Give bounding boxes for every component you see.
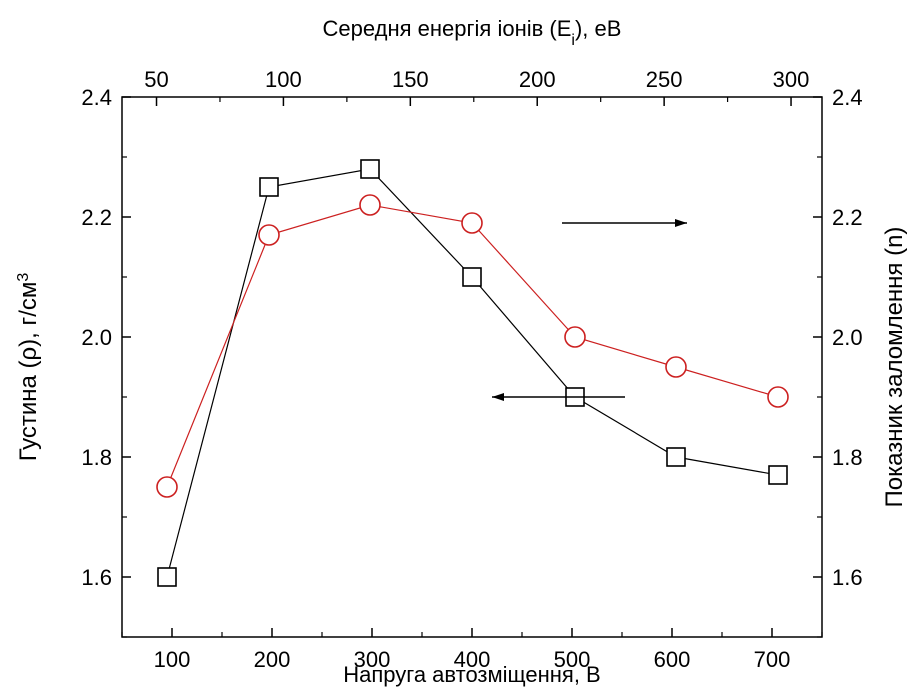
x-tick-label-top: 300 [773, 67, 810, 92]
y-tick-label-left: 1.6 [81, 565, 112, 590]
data-point-square [157, 567, 177, 587]
data-point-circle [461, 212, 483, 234]
data-point-circle [564, 326, 586, 348]
x-tick-label-bottom: 700 [754, 647, 791, 672]
y-tick-label-right: 1.8 [832, 445, 863, 470]
data-point-square [666, 447, 686, 467]
data-point-circle [359, 194, 381, 216]
data-point-circle [156, 476, 178, 498]
x-axis-title-top: Середня енергія іонів (Ei), еВ [323, 16, 622, 49]
x-tick-label-top: 250 [646, 67, 683, 92]
x-tick-label-top: 50 [144, 67, 168, 92]
data-point-circle [258, 224, 280, 246]
y-axis-title-left-prefix: Густина (ρ), г/см [15, 282, 42, 462]
arrow-head-right [675, 219, 687, 227]
y-tick-label-left: 2.0 [81, 325, 112, 350]
data-point-square [360, 159, 380, 179]
x-axis-title-bottom: Напруга автозміщення, В [343, 662, 600, 687]
data-point-square [259, 177, 279, 197]
data-point-circle [767, 386, 789, 408]
x-tick-label-bottom: 500 [554, 647, 591, 672]
y-tick-label-right: 2.4 [832, 85, 863, 110]
series-line-2 [166, 204, 779, 488]
x-tick-label-bottom: 400 [454, 647, 491, 672]
x-tick-label-top: 200 [519, 67, 556, 92]
x-axis-title-top-suffix: ), еВ [575, 16, 621, 41]
data-point-circle [665, 356, 687, 378]
y-tick-label-right: 1.6 [832, 565, 863, 590]
data-point-square [462, 267, 482, 287]
x-axis-title-top-prefix: Середня енергія іонів (E [323, 16, 572, 41]
data-point-square [768, 465, 788, 485]
x-tick-label-top: 150 [392, 67, 429, 92]
arrow-head-left [492, 393, 504, 401]
series-layer [156, 159, 789, 587]
y-axis-title-left: Густина (ρ), г/см3 [15, 273, 43, 462]
y-tick-label-right: 2.0 [832, 325, 863, 350]
y-tick-label-left: 2.4 [81, 85, 112, 110]
y-axis-title-right: Показник заломлення (n) [881, 227, 908, 508]
x-tick-label-bottom: 300 [354, 647, 391, 672]
x-axis-title-top-sub: i [571, 32, 575, 49]
y-tick-label-left: 2.2 [81, 205, 112, 230]
y-tick-label-left: 1.8 [81, 445, 112, 470]
x-tick-label-bottom: 100 [154, 647, 191, 672]
x-tick-label-bottom: 200 [254, 647, 291, 672]
y-axis-title-left-sup: 3 [15, 273, 32, 282]
plot-frame [121, 96, 823, 638]
annotation-layer [492, 219, 687, 401]
x-tick-label-bottom: 600 [654, 647, 691, 672]
ticks-layer: 100 200 300 400 500 600 700 50 100 150 200 250 300 1.… [81, 67, 862, 672]
y-tick-label-right: 2.2 [832, 205, 863, 230]
x-tick-label-top: 100 [265, 67, 302, 92]
